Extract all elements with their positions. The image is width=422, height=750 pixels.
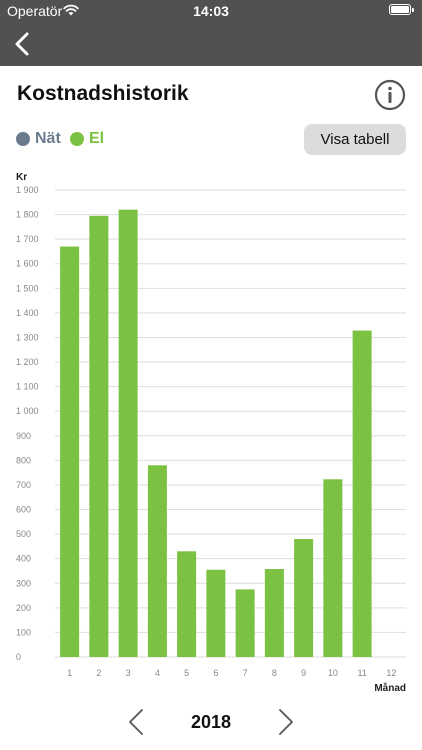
carrier-label: Operatör bbox=[7, 3, 63, 19]
battery-icon bbox=[389, 4, 411, 15]
x-tick-label: 3 bbox=[126, 668, 131, 678]
legend-label-el: El bbox=[89, 130, 105, 147]
show-table-button[interactable]: Visa tabell bbox=[304, 124, 406, 155]
x-tick-label: 4 bbox=[155, 668, 160, 678]
y-tick-label: 1 900 bbox=[16, 185, 39, 195]
y-tick-label: 1 600 bbox=[16, 259, 39, 269]
y-tick-label: 500 bbox=[16, 529, 31, 539]
legend-label-nat: Nät bbox=[35, 130, 61, 147]
y-tick-label: 700 bbox=[16, 480, 31, 490]
x-tick-label: 6 bbox=[213, 668, 218, 678]
y-tick-label: 1 500 bbox=[16, 283, 39, 293]
year-label: 2018 bbox=[190, 712, 232, 732]
y-tick-label: 400 bbox=[16, 554, 31, 564]
chevron-left-icon bbox=[15, 32, 29, 56]
wifi-icon bbox=[63, 4, 79, 16]
bar bbox=[294, 539, 314, 657]
bar bbox=[264, 569, 284, 657]
status-bar: Operatör 14:03 bbox=[0, 0, 422, 22]
x-tick-label: 10 bbox=[328, 668, 338, 678]
x-tick-label: 9 bbox=[301, 668, 306, 678]
y-tick-label: 1 800 bbox=[16, 210, 39, 220]
y-tick-label: 200 bbox=[16, 603, 31, 613]
info-button[interactable] bbox=[374, 79, 406, 111]
bar bbox=[177, 551, 197, 657]
clock: 14:03 bbox=[193, 3, 229, 19]
y-tick-label: 0 bbox=[16, 652, 21, 662]
bar bbox=[323, 479, 343, 657]
battery-cap bbox=[412, 8, 414, 12]
back-button[interactable] bbox=[8, 28, 40, 60]
y-tick-label: 600 bbox=[16, 505, 31, 515]
x-tick-label: 11 bbox=[357, 668, 366, 678]
legend-dot-nat bbox=[16, 132, 30, 146]
bar bbox=[206, 569, 226, 657]
year-selector: 2018 bbox=[0, 700, 422, 744]
x-tick-label: 2 bbox=[96, 668, 101, 678]
bar bbox=[352, 330, 372, 657]
chevron-right-icon bbox=[279, 709, 293, 735]
y-axis-label: Kr bbox=[16, 172, 27, 183]
legend-item-nat[interactable]: Nät bbox=[16, 130, 61, 148]
navigation-bar bbox=[0, 22, 422, 66]
y-tick-label: 100 bbox=[16, 627, 31, 637]
bar bbox=[60, 246, 80, 657]
y-tick-label: 900 bbox=[16, 431, 31, 441]
bar bbox=[118, 209, 138, 658]
info-icon bbox=[374, 79, 406, 111]
y-tick-label: 1 100 bbox=[16, 382, 39, 392]
x-tick-label: 12 bbox=[386, 668, 396, 678]
y-tick-label: 1 700 bbox=[16, 234, 39, 244]
chevron-left-icon bbox=[129, 709, 143, 735]
x-tick-label: 5 bbox=[184, 668, 189, 678]
bar bbox=[235, 589, 255, 657]
bar bbox=[147, 465, 167, 657]
cost-history-chart: Kr 0 100 200 300 400 500 600 700 800 900 1 000 1 100… bbox=[16, 172, 406, 694]
legend-item-el[interactable]: El bbox=[70, 130, 104, 148]
y-tick-label: 1 300 bbox=[16, 332, 39, 342]
y-tick-label: 800 bbox=[16, 455, 31, 465]
x-tick-label: 1 bbox=[67, 668, 72, 678]
previous-year-button[interactable] bbox=[124, 706, 148, 738]
y-tick-label: 1 200 bbox=[16, 357, 39, 367]
next-year-button[interactable] bbox=[274, 706, 298, 738]
y-tick-label: 300 bbox=[16, 578, 31, 588]
x-tick-label: 7 bbox=[243, 668, 248, 678]
legend-dot-el bbox=[70, 132, 84, 146]
y-tick-label: 1 400 bbox=[16, 308, 39, 318]
bar bbox=[89, 215, 109, 657]
x-tick-label: 8 bbox=[272, 668, 277, 678]
page-title: Kostnadshistorik bbox=[17, 82, 189, 105]
x-axis-label: Månad bbox=[374, 682, 406, 694]
y-tick-label: 1 000 bbox=[16, 406, 39, 416]
